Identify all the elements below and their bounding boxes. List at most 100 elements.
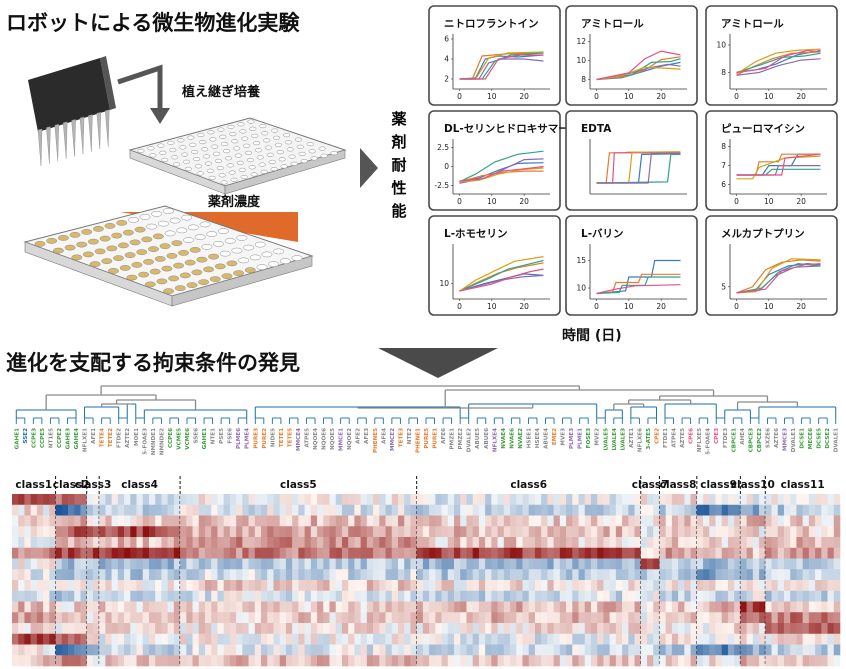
heat-cell [485, 655, 492, 667]
heat-cell [373, 515, 380, 527]
heat-cell [703, 601, 710, 613]
heat-cell [204, 569, 212, 581]
heat-cell [173, 601, 181, 613]
heat-cell [597, 590, 604, 602]
heat-cell [310, 623, 318, 635]
heat-cell [740, 504, 747, 516]
heat-cell [36, 623, 44, 635]
leaf-label: CCPE3 [31, 428, 37, 448]
heat-cell [285, 558, 293, 570]
well [108, 268, 119, 274]
well [256, 264, 268, 270]
heat-cell [410, 601, 417, 613]
heat-cell [379, 601, 386, 613]
heat-cell [30, 569, 38, 581]
heat-cell [491, 580, 498, 592]
y-tick-label: 2.5 [437, 143, 449, 152]
heat-cell [790, 644, 797, 656]
heat-cell [198, 515, 206, 527]
heat-cell [267, 515, 274, 527]
heat-cell [541, 590, 548, 602]
heat-cell [416, 580, 424, 592]
heat-cell [248, 580, 256, 592]
heat-cell [261, 547, 268, 559]
heat-cell [354, 537, 361, 549]
heat-cell [478, 537, 486, 549]
heat-cell [815, 526, 822, 538]
heat-cell [590, 569, 598, 581]
heat-cell [61, 601, 69, 613]
heat-cell [709, 623, 716, 635]
heat-cell [640, 569, 648, 581]
heat-cell [541, 612, 548, 624]
heat-cell [236, 504, 243, 516]
heat-cell [460, 537, 467, 549]
heat-cell [49, 537, 56, 549]
heat-cell [628, 655, 635, 667]
heat-cell [12, 644, 19, 656]
heat-cell [55, 494, 63, 506]
well [134, 226, 146, 233]
heat-cell [491, 494, 498, 506]
heat-cell [335, 633, 343, 645]
heat-cell [24, 494, 31, 506]
leaf-label: VCME5 [177, 428, 183, 450]
heat-cell [410, 537, 417, 549]
well [330, 151, 338, 156]
heat-cell [211, 515, 218, 527]
heat-cell [323, 569, 330, 581]
heat-cell [553, 612, 561, 624]
well [117, 242, 129, 249]
heat-cell [416, 558, 424, 570]
heat-cell [821, 504, 828, 516]
heat-cell [454, 515, 461, 527]
heat-cell [310, 504, 318, 516]
heat-cell [24, 526, 31, 538]
heat-cell [746, 633, 754, 645]
heat-cell [435, 537, 442, 549]
heat-cell [223, 655, 231, 667]
heat-cell [267, 612, 274, 624]
heat-cell [12, 655, 19, 667]
heat-cell [783, 569, 791, 581]
heat-cell [572, 547, 579, 559]
heat-cell [99, 504, 106, 516]
heat-cell [267, 601, 274, 613]
heat-cell [105, 601, 112, 613]
heat-cell [124, 558, 131, 570]
heat-cell [323, 504, 330, 516]
heat-cell [497, 504, 505, 516]
heat-cell [491, 633, 498, 645]
chart-title: DL-セリンヒドロキサマート [444, 123, 579, 135]
heat-cell [155, 612, 162, 624]
heat-cell [223, 612, 231, 624]
heat-cell [609, 494, 617, 506]
heat-cell [404, 590, 411, 602]
heat-cell [466, 590, 473, 602]
leaf-label: FTDE1 [663, 428, 669, 448]
heat-cell [49, 504, 56, 516]
heat-cell [117, 569, 125, 581]
leaf-label: AZTE5 [680, 428, 686, 448]
heat-cell [379, 612, 386, 624]
x-tick-label: 20 [796, 92, 806, 101]
heat-cell [734, 601, 741, 613]
heat-cell [304, 547, 312, 559]
heat-cell [783, 526, 791, 538]
well [147, 146, 155, 151]
heat-cell [335, 590, 343, 602]
heat-cell [510, 580, 517, 592]
heat-cell [541, 558, 548, 570]
heat-cell [590, 601, 598, 613]
heat-cell [435, 655, 442, 667]
heat-cell [827, 494, 835, 506]
heat-cell [528, 504, 536, 516]
heat-cell [771, 612, 779, 624]
heat-cell [298, 601, 305, 613]
heat-cell [821, 633, 828, 645]
heat-cell [161, 558, 168, 570]
heat-cell [478, 569, 486, 581]
heat-cell [99, 612, 106, 624]
heat-cell [285, 569, 293, 581]
